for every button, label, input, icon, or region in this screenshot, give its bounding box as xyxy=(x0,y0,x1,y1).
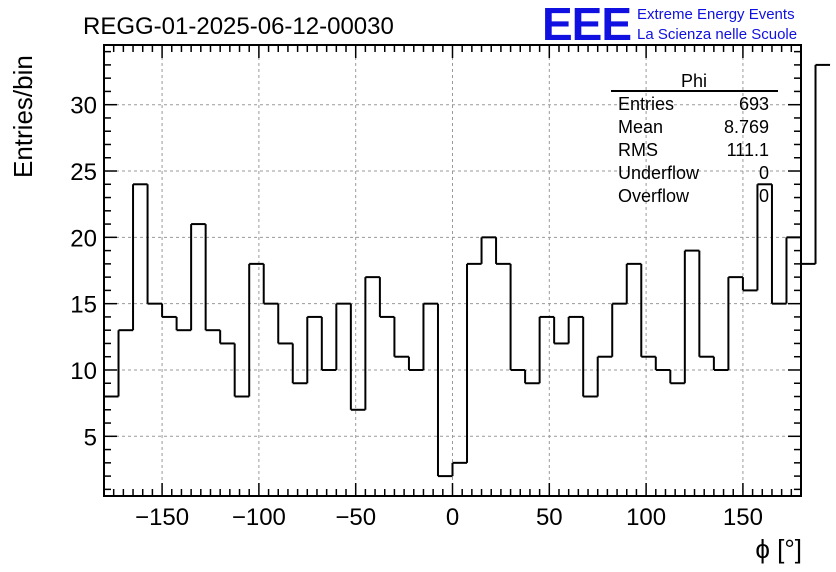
x-tick-label: −150 xyxy=(135,504,189,531)
y-tick-label: 15 xyxy=(70,292,97,319)
y-tick-labels: 5 10 15 20 25 30 xyxy=(70,93,97,452)
y-tick-label: 20 xyxy=(70,225,97,252)
x-tick-label: 100 xyxy=(626,504,666,531)
run-title: REGG-01-2025-06-12-00030 xyxy=(83,13,394,40)
x-tick-label: −50 xyxy=(335,504,376,531)
stats-label: Overflow xyxy=(618,186,690,206)
x-tick-label: 0 xyxy=(446,504,459,531)
eee-logo: EEE xyxy=(542,0,631,50)
y-tick-label: 10 xyxy=(70,358,97,385)
y-tick-label: 25 xyxy=(70,159,97,186)
x-axis-title: ϕ [°] xyxy=(755,534,802,564)
stats-label: Mean xyxy=(618,117,663,137)
stats-value: 8.769 xyxy=(724,117,769,137)
stats-label: RMS xyxy=(618,140,658,160)
stats-name: Phi xyxy=(681,71,707,91)
stats-label: Entries xyxy=(618,94,674,114)
stats-value: 0 xyxy=(759,163,769,183)
stats-label: Underflow xyxy=(618,163,700,183)
x-tick-labels: −150 −100 −50 0 50 100 150 xyxy=(135,504,763,531)
y-tick-label: 5 xyxy=(84,424,97,451)
x-tick-label: 50 xyxy=(536,504,563,531)
grid-lines xyxy=(104,45,801,496)
x-tick-label: 150 xyxy=(723,504,763,531)
stats-value: 0 xyxy=(759,186,769,206)
stats-box: Phi Entries 693 Mean 8.769 RMS 111.1 Underflow… xyxy=(611,71,778,206)
histogram-bars xyxy=(104,63,831,478)
logo-line-1: Extreme Energy Events xyxy=(637,6,795,23)
stats-value: 111.1 xyxy=(727,140,769,160)
y-tick-label: 30 xyxy=(70,93,97,120)
y-axis-title: Entries/bin xyxy=(8,55,38,178)
logo-line-2: La Scienza nelle Scuole xyxy=(637,26,797,43)
axis-ticks xyxy=(104,45,801,496)
plot-frame xyxy=(103,44,802,497)
stats-value: 693 xyxy=(739,94,769,114)
x-tick-label: −100 xyxy=(232,504,286,531)
